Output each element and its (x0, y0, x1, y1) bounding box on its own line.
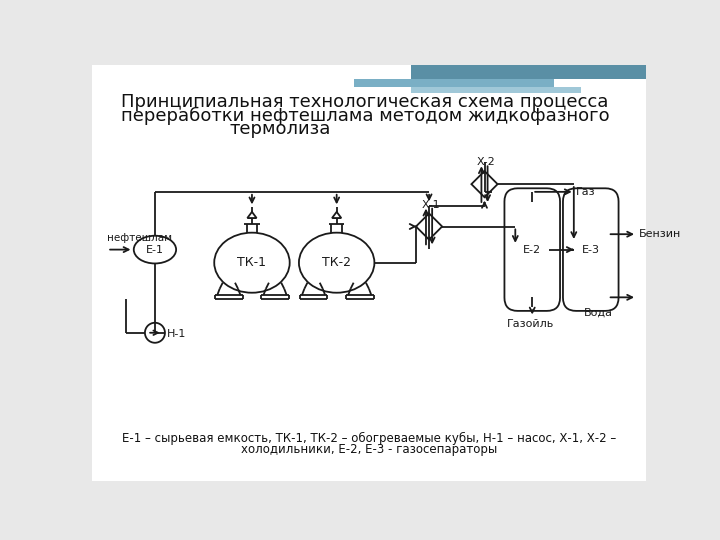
Text: холодильники, Е-2, Е-3 - газосепараторы: холодильники, Е-2, Е-3 - газосепараторы (241, 443, 497, 456)
Bar (354, 79, 554, 87)
Text: Е-1: Е-1 (146, 245, 164, 254)
Text: Е-2: Е-2 (523, 245, 541, 254)
Text: Н-1: Н-1 (167, 329, 186, 339)
Text: Е-3: Е-3 (582, 245, 600, 254)
Text: Принципиальная технологическая схема процесса: Принципиальная технологическая схема про… (121, 93, 608, 111)
Text: Е-1 – сырьевая емкость, ТК-1, ТК-2 – обогреваемые кубы, Н-1 – насос, Х-1, Х-2 –: Е-1 – сырьевая емкость, ТК-1, ТК-2 – обо… (122, 431, 616, 445)
Text: переработки нефтешлама методом жидкофазного: переработки нефтешлама методом жидкофазн… (121, 106, 610, 125)
Polygon shape (472, 171, 498, 197)
FancyBboxPatch shape (505, 188, 560, 311)
Ellipse shape (215, 233, 289, 293)
Polygon shape (248, 212, 256, 218)
Bar (411, 65, 647, 79)
Text: ТК-2: ТК-2 (322, 256, 351, 269)
Text: нефтешлам: нефтешлам (107, 233, 172, 244)
Text: термолиза: термолиза (230, 120, 331, 138)
Ellipse shape (299, 233, 374, 293)
Text: Газойль: Газойль (507, 319, 554, 329)
Text: ТК-1: ТК-1 (238, 256, 266, 269)
Text: Вода: Вода (584, 307, 613, 318)
Text: Х-2: Х-2 (477, 157, 495, 167)
FancyBboxPatch shape (563, 188, 618, 311)
Bar (411, 87, 581, 93)
Polygon shape (332, 212, 341, 218)
Ellipse shape (134, 236, 176, 264)
Text: Бензин: Бензин (639, 229, 680, 239)
Polygon shape (416, 213, 442, 240)
Text: Х-1: Х-1 (421, 200, 440, 210)
Circle shape (145, 323, 165, 343)
Text: Газ: Газ (576, 187, 595, 197)
